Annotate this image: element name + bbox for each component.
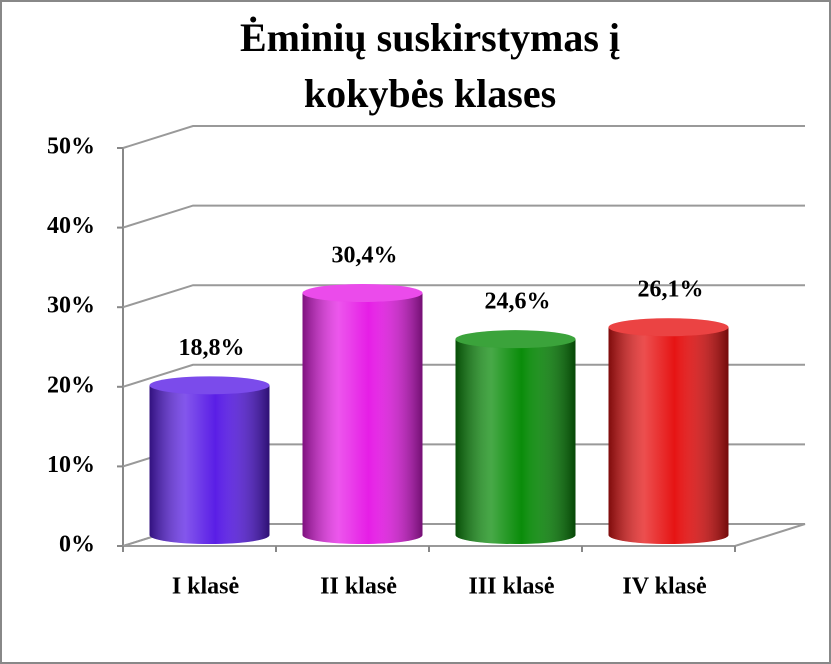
- value-label: 26,1%: [638, 277, 704, 303]
- y-tick-label: 20%: [47, 372, 95, 398]
- bar-top: [302, 284, 423, 303]
- grid-line: [122, 125, 805, 149]
- chart-title: Ėminių suskirstymas į: [240, 15, 620, 60]
- chart-title: kokybės klases: [304, 71, 556, 116]
- x-tick-label: I klasė: [172, 574, 240, 600]
- y-tick-label: 10%: [47, 452, 95, 478]
- value-label: 18,8%: [179, 335, 245, 361]
- x-tick-label: IV klasė: [622, 574, 707, 600]
- value-label: 24,6%: [485, 289, 551, 315]
- y-tick-label: 0%: [59, 532, 95, 558]
- bar-shade: [608, 327, 729, 535]
- bar-shade: [149, 385, 270, 535]
- bar-top-light: [608, 318, 729, 337]
- bar-top: [455, 330, 576, 349]
- y-tick-label: 30%: [47, 293, 95, 319]
- plot-area: 0% 10% 20% 30% 40% 50% 18,8% I klasė 30,4% II kla…: [47, 125, 806, 600]
- value-label: 30,4%: [332, 243, 398, 269]
- bar-top-light: [149, 376, 270, 395]
- bar-top-light: [455, 330, 576, 349]
- x-tick-label: III klasė: [468, 574, 554, 600]
- bar-top-light: [302, 284, 423, 303]
- grid-line: [122, 363, 805, 388]
- grid-line: [122, 284, 805, 309]
- y-tick-label: 50%: [47, 134, 95, 160]
- bar-shade: [455, 339, 576, 535]
- y-tick-label: 40%: [47, 213, 95, 239]
- x-tick-label: II klasė: [320, 574, 397, 600]
- bar-shade: [302, 293, 423, 535]
- bar-top: [608, 318, 729, 337]
- grid-line: [122, 204, 805, 229]
- bar-top: [149, 376, 270, 395]
